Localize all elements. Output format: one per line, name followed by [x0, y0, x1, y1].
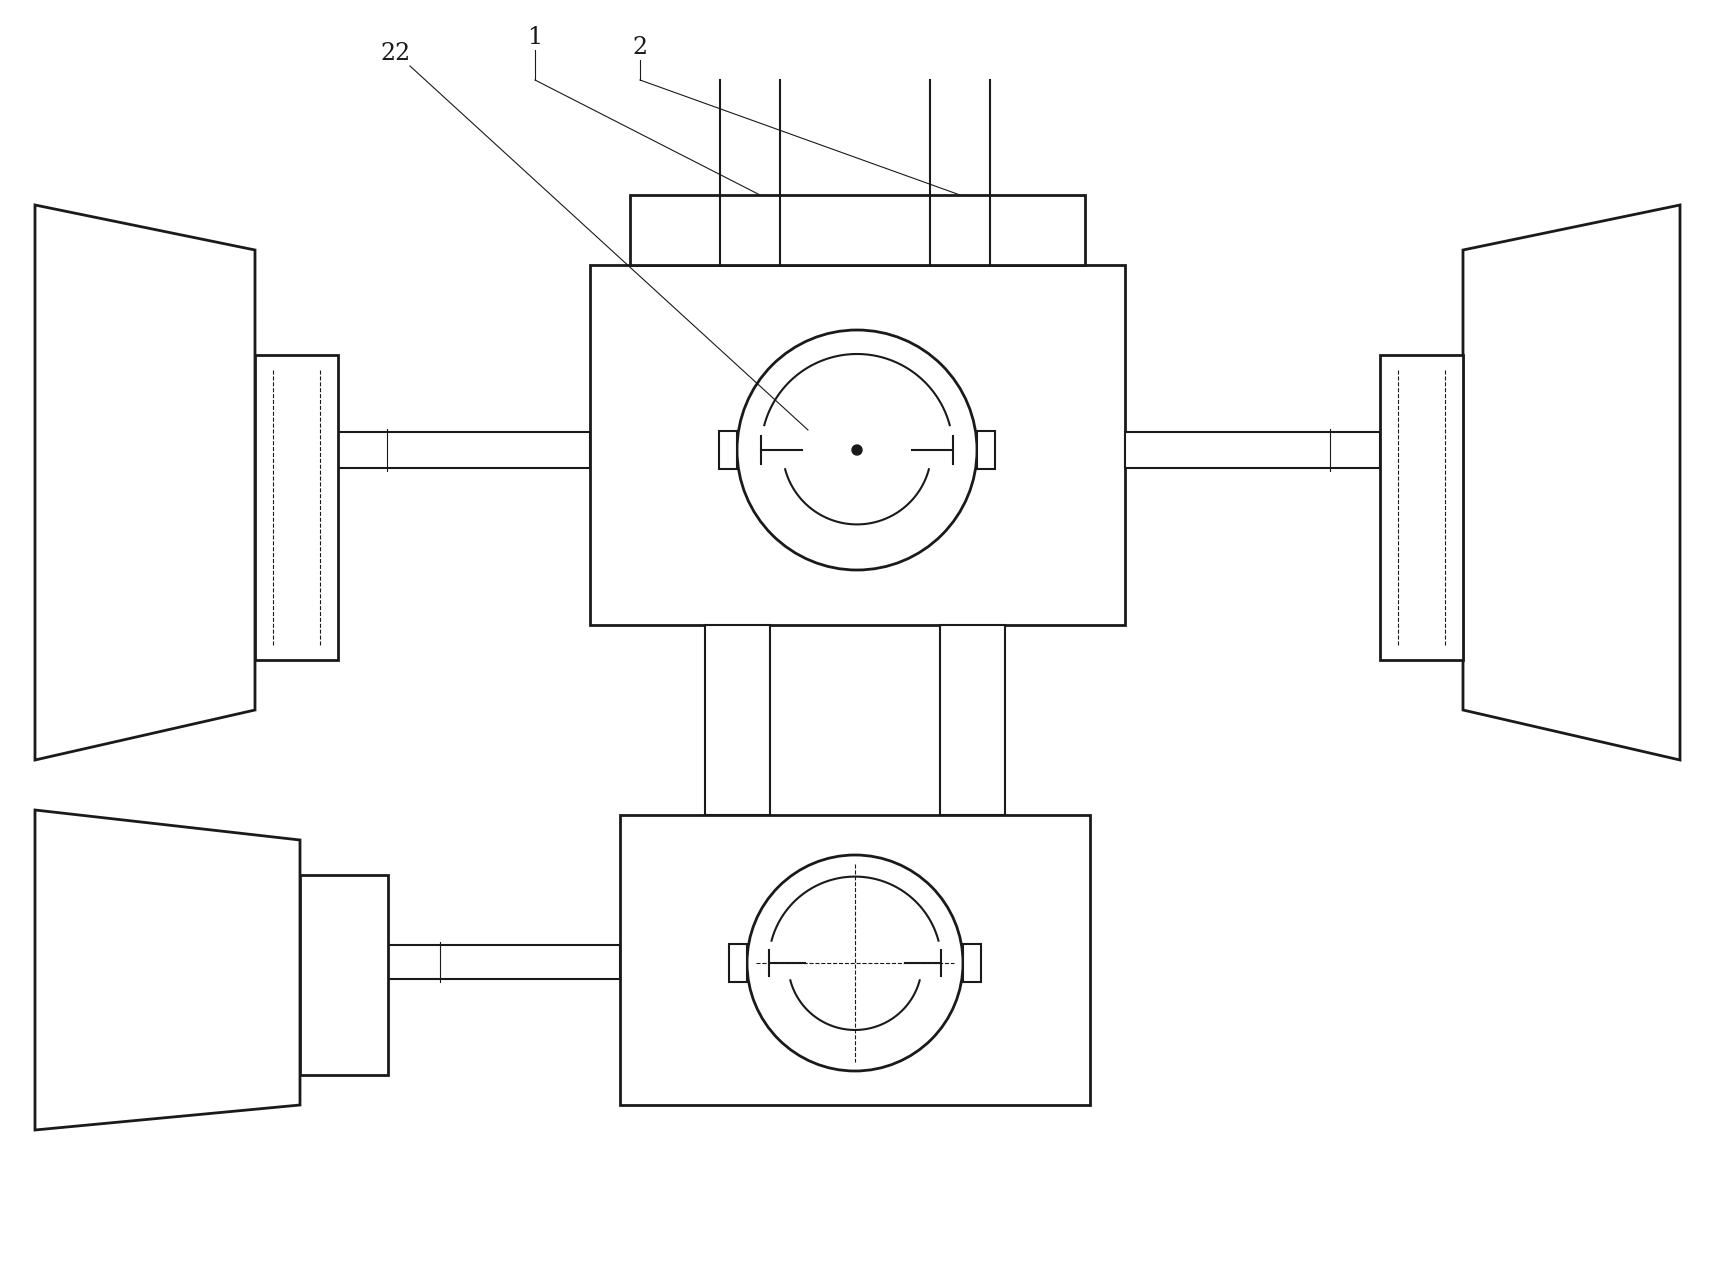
Text: 22: 22	[381, 41, 411, 64]
Bar	[939, 625, 1004, 815]
Text: 2: 2	[632, 36, 648, 59]
Text: 1: 1	[528, 27, 543, 50]
Bar	[704, 625, 770, 815]
Bar	[963, 944, 980, 982]
Bar	[300, 875, 387, 1076]
Bar	[590, 265, 1124, 625]
Bar	[977, 430, 996, 469]
Bar	[631, 195, 1085, 265]
Bar	[718, 430, 737, 469]
Polygon shape	[34, 810, 300, 1130]
Polygon shape	[1464, 206, 1680, 759]
Bar	[620, 815, 1090, 1105]
Bar	[386, 944, 620, 979]
Circle shape	[852, 445, 862, 455]
Bar	[728, 944, 747, 982]
Bar	[255, 355, 338, 660]
Bar	[1124, 432, 1380, 468]
Bar	[1380, 355, 1464, 660]
Polygon shape	[34, 206, 255, 759]
Bar	[334, 432, 590, 468]
